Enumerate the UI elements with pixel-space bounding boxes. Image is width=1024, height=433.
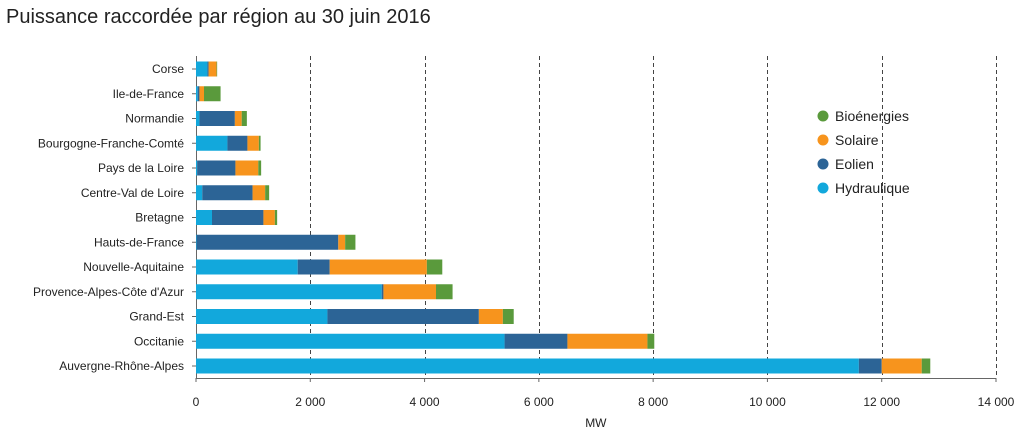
category-label: Auvergne-Rhône-Alpes	[59, 359, 184, 373]
bar-segment-hydraulique	[196, 111, 200, 126]
bar-segment-hydraulique	[196, 284, 382, 300]
bar-segment-bionergies	[204, 86, 221, 102]
bar-segment-hydraulique	[196, 185, 203, 201]
bar-segment-solaire	[567, 333, 648, 349]
category-label: Corse	[152, 62, 184, 76]
bar-segment-eolien	[197, 160, 236, 176]
bar-segment-solaire	[234, 111, 242, 126]
bar-segment-solaire	[247, 135, 259, 151]
bar-segment-eolien	[202, 185, 253, 201]
bar-segment-bionergies	[502, 309, 514, 324]
x-tick-label: 4 000	[410, 395, 440, 409]
category-label: Occitanie	[134, 334, 184, 348]
bar-segment-bionergies	[345, 234, 356, 250]
bar-segment-bionergies	[241, 111, 247, 126]
bar-segment-hydraulique	[196, 61, 208, 77]
bar-segment-hydraulique	[196, 86, 198, 102]
x-tick-label: 8 000	[638, 395, 668, 409]
bar-segment-solaire	[235, 160, 259, 176]
bar-segment-solaire	[199, 86, 204, 102]
x-tick-label: 0	[193, 395, 200, 409]
bar-segment-solaire	[881, 358, 922, 374]
legend-label: Eolien	[835, 156, 874, 172]
bar-segment-eolien	[858, 358, 882, 374]
category-label: Hauts-de-France	[94, 235, 184, 249]
x-axis-title: MW	[585, 416, 607, 430]
bar-segment-hydraulique	[196, 234, 197, 250]
bar-segment-bionergies	[274, 210, 278, 225]
bar-segment-solaire	[329, 259, 427, 275]
bar-segment-solaire	[478, 309, 503, 324]
x-tick-label: 10 000	[749, 395, 786, 409]
bar-segment-bionergies	[258, 135, 261, 151]
category-label: Bourgogne-Franche-Comté	[38, 136, 184, 150]
bar-segment-hydraulique	[196, 160, 198, 176]
chart-title: Puissance raccordée par région au 30 jui…	[6, 6, 431, 28]
category-label: Provence-Alpes-Côte d'Azur	[33, 285, 184, 299]
category-label: Normandie	[125, 112, 184, 126]
x-tick-label: 12 000	[863, 395, 900, 409]
category-label: Centre-Val de Loire	[81, 186, 184, 200]
bar-segment-solaire	[383, 284, 436, 300]
legend-marker	[817, 110, 829, 122]
bar-segment-bionergies	[265, 185, 270, 201]
legend-label: Solaire	[835, 132, 879, 148]
legend-label: Hydraulique	[835, 180, 910, 196]
bar-segment-hydraulique	[196, 259, 298, 275]
bar-segment-hydraulique	[196, 333, 505, 349]
bar-segment-eolien	[196, 234, 339, 250]
legend-marker	[817, 134, 829, 146]
bar-segment-hydraulique	[196, 358, 859, 374]
bar-segment-eolien	[199, 111, 235, 126]
bar-segment-bionergies	[436, 284, 453, 300]
category-label: Grand-Est	[129, 310, 184, 324]
bar-segment-bionergies	[216, 61, 218, 77]
bar-segment-hydraulique	[196, 210, 212, 225]
bar-segment-solaire	[252, 185, 266, 201]
bar-segment-solaire	[263, 210, 275, 225]
category-label: Ile-de-France	[113, 87, 185, 101]
bar-segment-bionergies	[921, 358, 931, 374]
bar-segment-eolien	[381, 284, 384, 300]
bar-segment-solaire	[338, 234, 346, 250]
legend-label: Bioénergies	[835, 108, 909, 124]
bar-segment-solaire	[208, 61, 217, 77]
bar-segment-bionergies	[647, 333, 655, 349]
category-label: Bretagne	[135, 211, 184, 225]
x-tick-label: 6 000	[524, 395, 554, 409]
bar-segment-hydraulique	[196, 309, 328, 324]
legend-marker	[817, 182, 829, 194]
bar-segment-hydraulique	[196, 135, 228, 151]
x-tick-label: 14 000	[978, 395, 1015, 409]
bar-segment-eolien	[297, 259, 330, 275]
category-label: Nouvelle-Aquitaine	[83, 260, 184, 274]
bar-segment-eolien	[227, 135, 248, 151]
bar-segment-eolien	[327, 309, 479, 324]
legend-marker	[817, 158, 829, 170]
bar-segment-eolien	[212, 210, 264, 225]
bar-segment-bionergies	[258, 160, 262, 176]
bar-segment-eolien	[207, 61, 209, 77]
x-tick-label: 2 000	[295, 395, 325, 409]
bar-segment-bionergies	[426, 259, 443, 275]
category-label: Pays de la Loire	[98, 161, 184, 175]
bar-segment-eolien	[197, 86, 200, 102]
bar-segment-eolien	[504, 333, 568, 349]
